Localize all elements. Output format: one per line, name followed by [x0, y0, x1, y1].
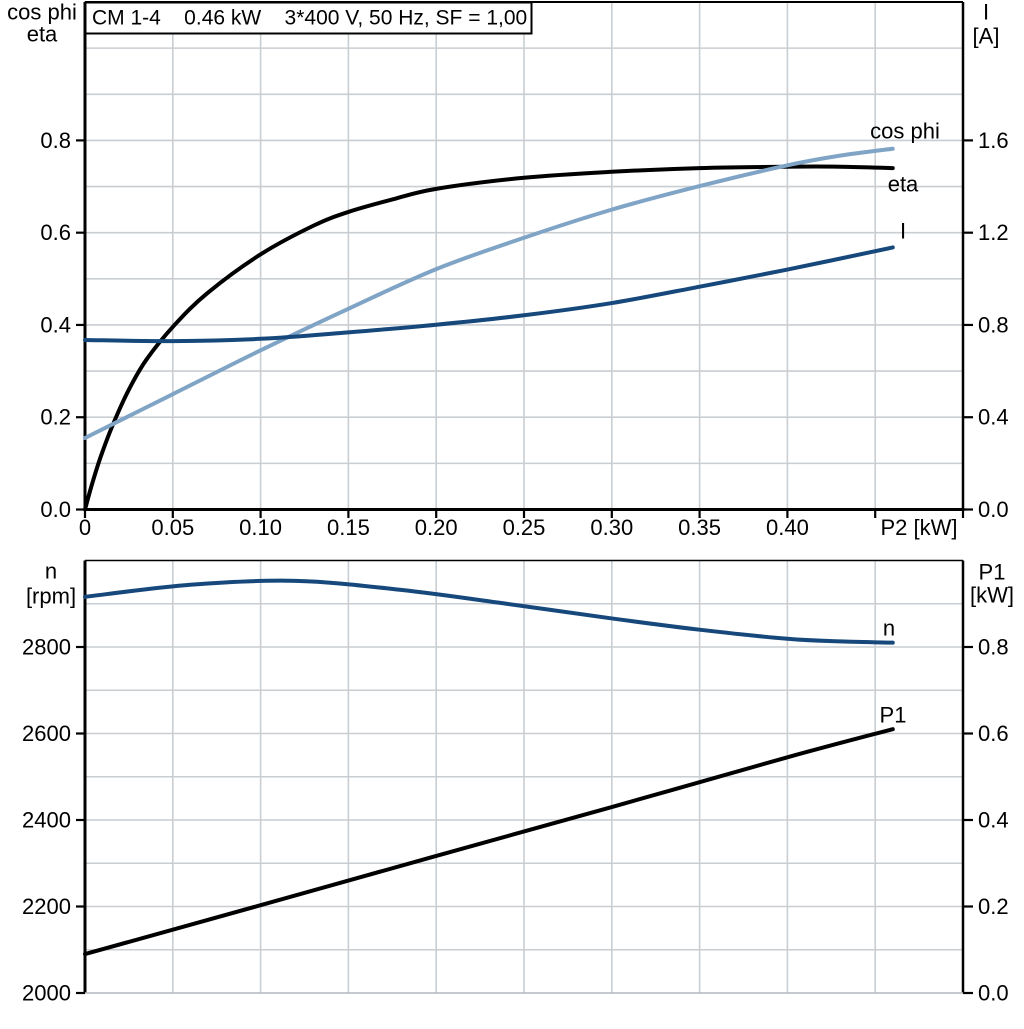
top-right-axis-title-line1: I — [983, 0, 989, 25]
left-tick-label: 2200 — [22, 894, 71, 919]
left-tick-label: 2600 — [22, 721, 71, 746]
eta-curve-label: eta — [888, 172, 919, 197]
left-tick-label: 2400 — [22, 808, 71, 833]
x-tick-label: 0.15 — [327, 515, 370, 540]
x-tick-label: 0.30 — [590, 515, 633, 540]
left-tick-label: 0.6 — [40, 220, 71, 245]
input-power-curve-label: P1 — [880, 703, 907, 728]
x-tick-label: 0 — [79, 515, 91, 540]
x-tick-label: 0.25 — [503, 515, 546, 540]
cos-phi-curve-label: cos phi — [870, 119, 940, 144]
left-tick-label: 2800 — [22, 635, 71, 660]
x-tick-label: 0.10 — [239, 515, 282, 540]
bottom-left-axis-title-line2: [rpm] — [26, 584, 76, 609]
left-tick-label: 0.4 — [40, 312, 71, 337]
tick-label-layer: 0 0.05 0.10 0.15 0.20 0.25 0.30 0.35 0.40 0.0 0.2 0… — [22, 128, 1009, 1006]
x-tick-label: 0.40 — [766, 515, 809, 540]
curve-label-layer: eta cos phi In P1 — [870, 119, 940, 728]
eta-curve — [83, 164, 895, 512]
right-tick-label: 0.2 — [978, 894, 1009, 919]
x-tick-label: 0.20 — [415, 515, 458, 540]
left-tick-label: 2000 — [22, 981, 71, 1006]
input-power-curve — [83, 727, 895, 957]
chart-title-box — [84, 1, 533, 35]
bottom-left-axis-title-line1: n — [45, 559, 57, 584]
bottom-right-axis-title-line1: P1 — [979, 560, 1006, 585]
x-axis-title: P2 [kW] — [880, 515, 957, 540]
current-curve — [83, 245, 895, 344]
right-tick-label: 1.6 — [978, 128, 1009, 153]
top-right-axis-title-line2: [A] — [973, 24, 1000, 49]
bottom-right-axis-title-line2: [kW] — [970, 583, 1014, 608]
left-tick-label: 0.8 — [40, 128, 71, 153]
current-curve-label: I — [900, 219, 906, 244]
grid-layer — [85, 2, 963, 993]
right-tick-label: 0.6 — [978, 721, 1009, 746]
right-tick-label: 0.0 — [978, 497, 1009, 522]
chart-title: CM 1-4 0.46 kW 3*400 V, 50 Hz, SF = 1,00 — [92, 7, 527, 30]
x-tick-label: 0.35 — [678, 515, 721, 540]
curve-layer — [83, 146, 895, 957]
top-left-axis-title-line2: eta — [27, 22, 58, 47]
speed-curve-label: n — [883, 616, 895, 641]
top-left-axis-title-line1: cos phi — [7, 0, 77, 25]
right-tick-label: 0.4 — [978, 405, 1009, 430]
x-tick-label: 0.05 — [151, 515, 194, 540]
tick-layer — [76, 139, 973, 995]
right-tick-label: 0.4 — [978, 808, 1009, 833]
left-tick-label: 0.2 — [40, 405, 71, 430]
cos-phi-curve — [83, 146, 895, 440]
right-tick-label: 0.8 — [978, 635, 1009, 660]
right-tick-label: 0.8 — [978, 312, 1009, 337]
left-tick-label: 0.0 — [40, 497, 71, 522]
right-tick-label: 0.0 — [978, 981, 1009, 1006]
speed-curve — [83, 578, 895, 645]
right-tick-label: 1.2 — [978, 220, 1009, 245]
